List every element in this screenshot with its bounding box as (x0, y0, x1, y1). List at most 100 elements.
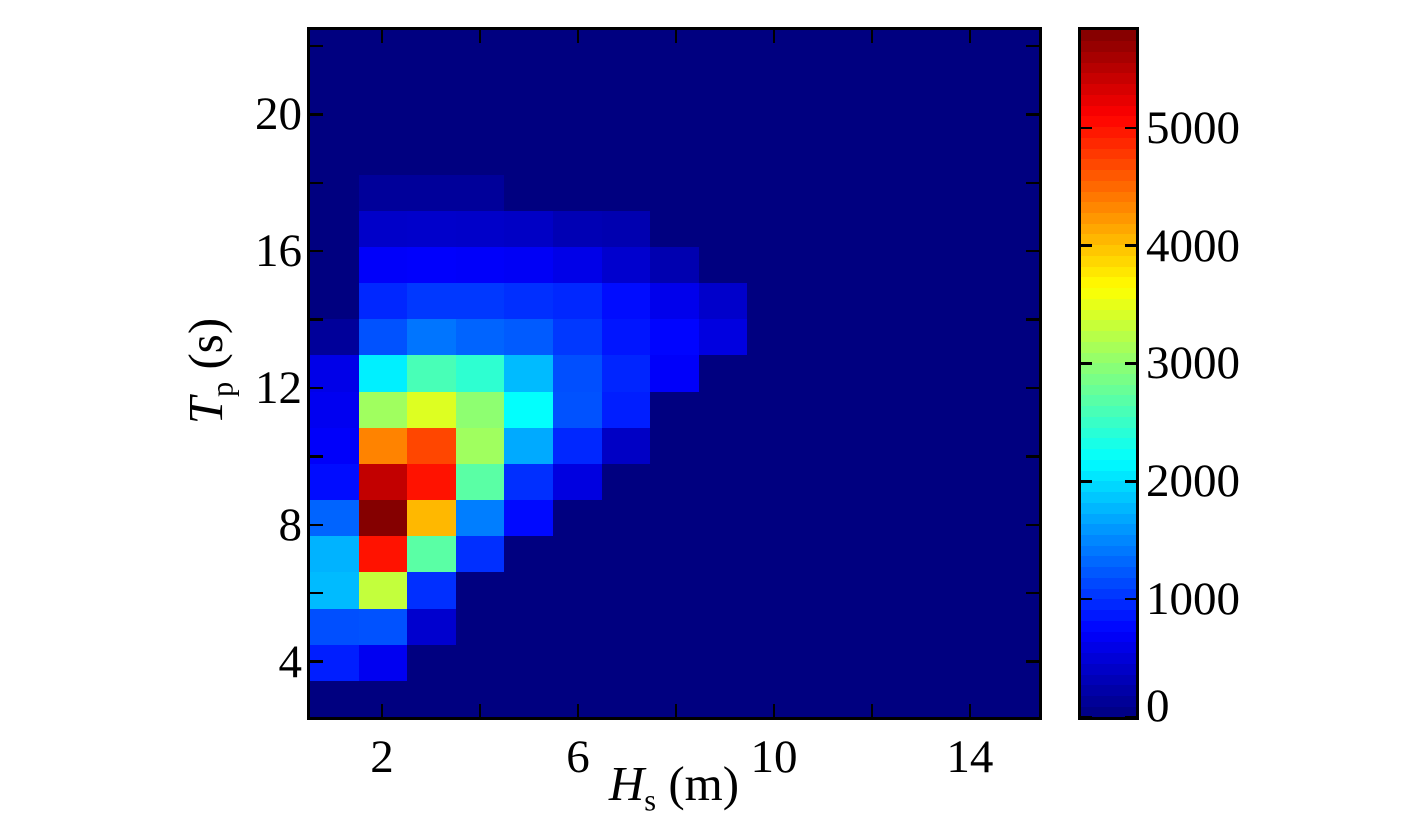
heatmap-cell (844, 644, 894, 681)
heatmap-cell (893, 644, 942, 681)
heatmap-cell (407, 572, 456, 609)
heatmap-cell (310, 391, 359, 428)
colorbar-band (1081, 309, 1136, 321)
y-tick-right (1026, 318, 1039, 321)
heatmap-cell (650, 319, 699, 356)
y-tick-label: 20 (255, 88, 302, 141)
heatmap-cell (455, 283, 505, 320)
colorbar-band (1081, 437, 1136, 450)
heatmap-cell (650, 644, 699, 681)
heatmap-cell (795, 319, 845, 356)
heatmap-cell (990, 391, 1039, 428)
heatmap-cell (893, 102, 942, 139)
heatmap-cell (504, 608, 553, 645)
heatmap-cell (844, 138, 894, 175)
heatmap-cell (698, 608, 748, 645)
heatmap-cell (795, 608, 845, 645)
heatmap-cell (552, 210, 602, 247)
heatmap-cell (650, 174, 699, 211)
heatmap-cell (698, 246, 748, 284)
heatmap-cell (358, 391, 408, 428)
heatmap-cell (893, 572, 942, 609)
heatmap-cell (504, 319, 553, 356)
heatmap-cell (407, 680, 456, 717)
colorbar-band (1081, 674, 1136, 686)
heatmap-cell (747, 102, 796, 139)
heatmap-cell (504, 644, 553, 681)
heatmap-cell (795, 355, 845, 392)
heatmap-cell (455, 102, 505, 139)
colorbar-band (1081, 470, 1136, 482)
heatmap-cell (795, 246, 845, 284)
heatmap-cell (990, 608, 1039, 645)
heatmap-cell (407, 536, 456, 573)
colorbar-band (1081, 148, 1136, 160)
heatmap-cell (504, 427, 553, 464)
heatmap-cell (552, 66, 602, 103)
colorbar-tick (1081, 715, 1092, 719)
x-tick-top (576, 30, 580, 43)
heatmap-cell (941, 500, 991, 537)
heatmap-cell (358, 102, 408, 139)
x-tick-label: 14 (946, 731, 994, 783)
y-tick-label: 8 (278, 498, 303, 551)
colorbar-band (1081, 244, 1136, 256)
heatmap-cell (601, 174, 651, 211)
heatmap-cell (407, 102, 456, 139)
heatmap-cell (601, 644, 651, 681)
colorbar-band (1081, 255, 1136, 267)
heatmap-cell (310, 608, 359, 645)
colorbar-band (1081, 480, 1136, 493)
heatmap-cell (990, 427, 1039, 464)
heatmap-cell (698, 210, 748, 247)
heatmap-cell (747, 680, 796, 717)
x-axis-subscript: s (644, 783, 657, 818)
heatmap-cell (358, 355, 408, 392)
heatmap-cell (407, 138, 456, 175)
heatmap-cell (795, 30, 845, 67)
heatmap-cell (990, 30, 1039, 67)
heatmap-cell (310, 246, 359, 284)
heatmap-cell (552, 391, 602, 428)
colorbar-band (1081, 83, 1136, 95)
colorbar-band (1081, 72, 1136, 85)
heatmap-cell (650, 355, 699, 392)
heatmap-cell (310, 30, 359, 67)
colorbar (1081, 30, 1136, 718)
x-tick-top (674, 30, 678, 43)
heatmap-cell (650, 572, 699, 609)
heatmap-cell (990, 463, 1039, 501)
heatmap-cell (844, 174, 894, 211)
heatmap-cell (650, 283, 699, 320)
y-tick (310, 386, 323, 390)
heatmap-cell (601, 102, 651, 139)
heatmap-cell (941, 463, 991, 501)
colorbar-band (1081, 276, 1136, 289)
heatmap-cell (455, 463, 505, 501)
heatmap-cell (747, 210, 796, 247)
heatmap-cell (504, 680, 553, 717)
colorbar-tick-label: 5000 (1146, 101, 1240, 154)
heatmap-cell (844, 572, 894, 609)
colorbar-band (1081, 362, 1136, 374)
heatmap-cell (504, 174, 553, 211)
heatmap-cell (552, 500, 602, 537)
y-tick-right (1026, 113, 1039, 116)
y-axis-label: Tp (s) (178, 318, 240, 424)
colorbar-band (1081, 233, 1136, 246)
x-axis-label: Hs (m) (609, 758, 739, 816)
heatmap-cell (844, 463, 894, 501)
heatmap-cell (601, 463, 651, 501)
colorbar-tick (1081, 126, 1092, 130)
heatmap-cell (893, 174, 942, 211)
heatmap-cell (601, 391, 651, 428)
heatmap-cell (407, 283, 456, 320)
heatmap-cell (504, 102, 553, 139)
colorbar-tick (1081, 244, 1092, 247)
heatmap-cell (650, 102, 699, 139)
heatmap-cell (650, 138, 699, 175)
colorbar-band (1081, 330, 1136, 342)
heatmap-cell (893, 500, 942, 537)
heatmap-cell (990, 102, 1039, 139)
heatmap-cell (893, 427, 942, 464)
